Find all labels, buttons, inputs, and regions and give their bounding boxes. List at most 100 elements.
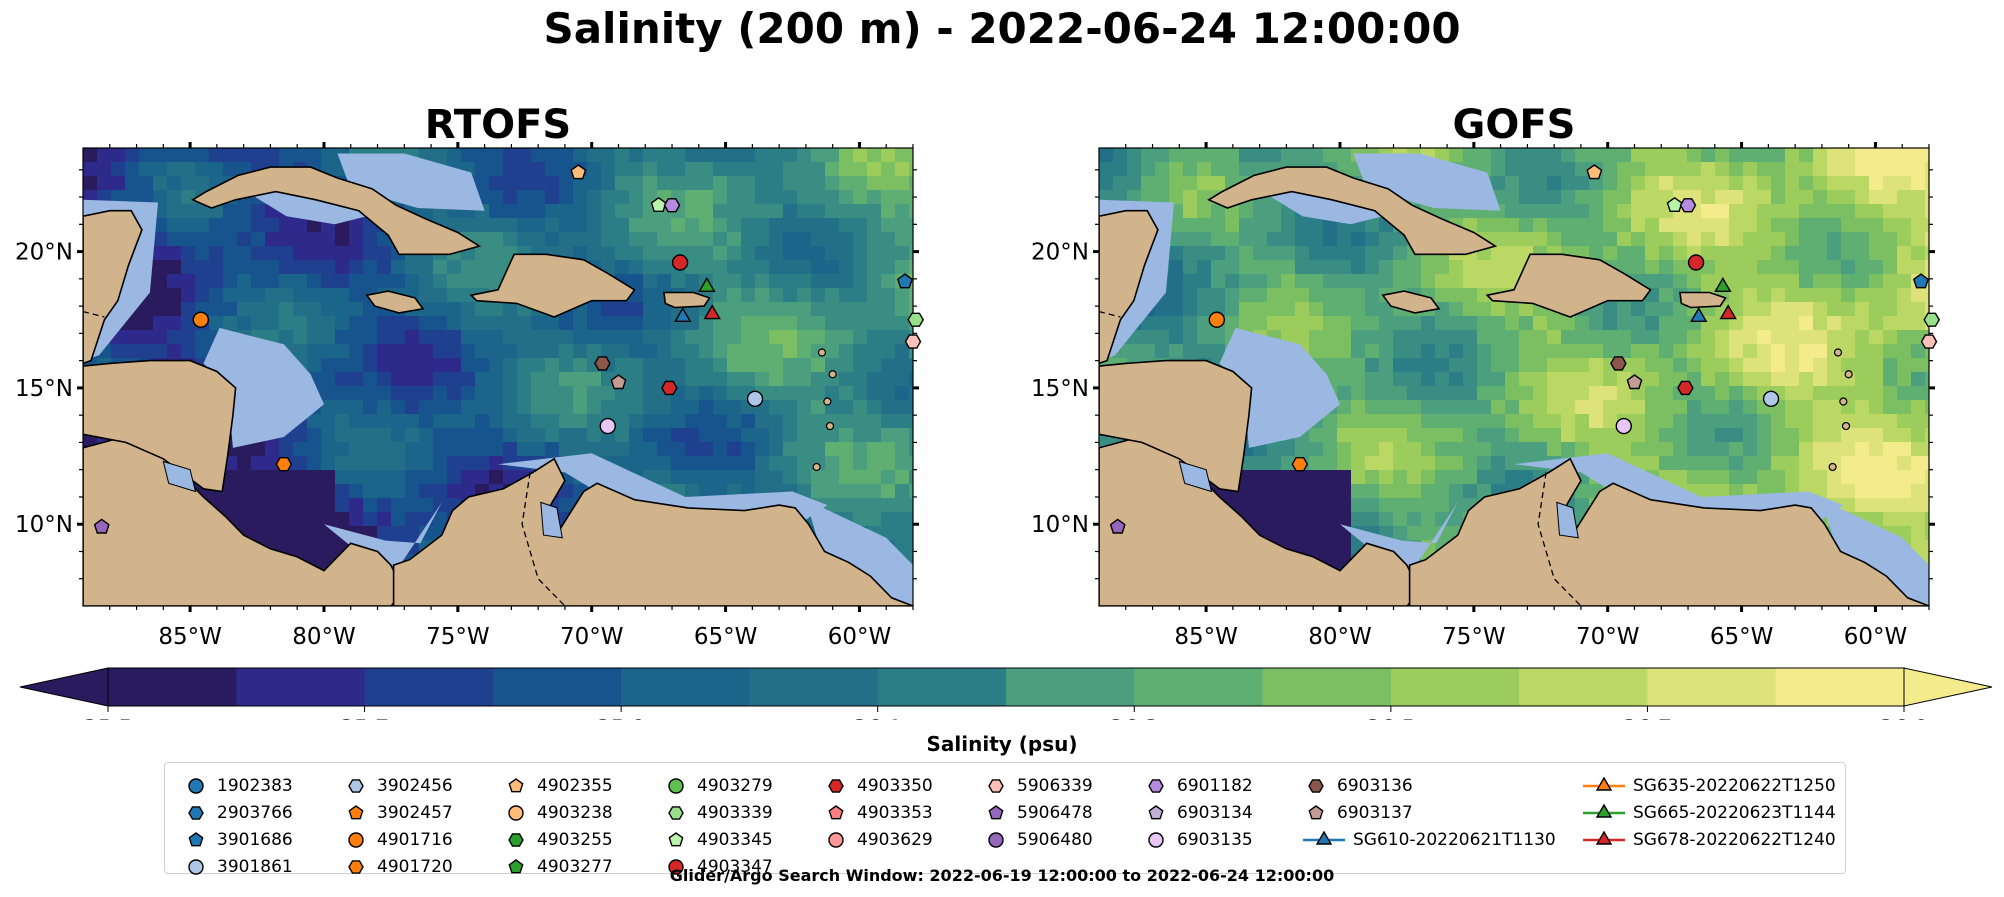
legend-label: 2903766 — [217, 803, 293, 823]
colorbar-bin — [1647, 668, 1777, 706]
legend-entry: SG665-20220623T1144 — [1583, 800, 1836, 826]
lon-tick-label: 75°W — [426, 624, 490, 650]
legend-entry: 4903238 — [503, 800, 613, 826]
marker-6903135 — [599, 417, 616, 435]
legend-marker — [188, 806, 204, 820]
legend-label: 3902457 — [377, 803, 453, 823]
legend-entry: 3902456 — [343, 773, 453, 799]
land-jamaica — [365, 290, 425, 314]
legend-symbol — [1308, 805, 1324, 820]
colorbar-bin — [621, 668, 750, 706]
land-yucatan — [83, 209, 143, 365]
legend-entry: 4903277 — [503, 854, 613, 880]
legend-label: 6903136 — [1337, 776, 1413, 796]
lon-tick-label: 75°W — [1442, 624, 1506, 650]
legend-entry: 5906480 — [983, 827, 1093, 853]
colorbar-bin — [1775, 668, 1905, 706]
legend-symbol — [668, 778, 684, 794]
legend-marker — [828, 779, 844, 793]
marker-4901720 — [1291, 457, 1309, 472]
legend-symbol — [1595, 830, 1613, 845]
legend-symbol — [1148, 832, 1164, 848]
marker-4901720 — [275, 457, 293, 472]
legend-label: 6903134 — [1177, 803, 1253, 823]
colorbar-tick-label: 35.7 — [340, 717, 389, 720]
legend-entry: 4903255 — [503, 827, 613, 853]
legend-symbol — [508, 805, 524, 821]
marker-6903137 — [1626, 374, 1643, 390]
lon-tick-label: 80°W — [292, 624, 356, 650]
legend-label: 4903279 — [697, 776, 773, 796]
land-honduras — [83, 359, 237, 493]
legend-label: 3901861 — [217, 857, 293, 877]
search-window-note: Glider/Argo Search Window: 2022-06-19 12… — [669, 866, 1335, 885]
colorbar-label: Salinity (psu) — [926, 732, 1078, 756]
legend-label: 4903353 — [857, 803, 933, 823]
legend-symbol — [988, 805, 1004, 820]
legend-entry: 4901716 — [343, 827, 453, 853]
colorbar-bin — [1519, 668, 1648, 706]
legend-marker — [1303, 830, 1345, 845]
legend-marker — [1583, 803, 1625, 818]
legend-symbol — [348, 779, 364, 793]
land-cuba — [1207, 166, 1498, 256]
land-jamaica — [1381, 290, 1441, 314]
legend-label: 3902456 — [377, 776, 453, 796]
legend-label: 6903135 — [1177, 830, 1253, 850]
legend-entry: 5906339 — [983, 773, 1093, 799]
marker-5906478 — [93, 518, 110, 534]
legend-entry: SG678-20220622T1240 — [1583, 827, 1836, 853]
legend-entry: 4903629 — [823, 827, 933, 853]
legend-marker — [828, 805, 844, 820]
land-southAmerica — [392, 457, 913, 606]
legend-label: 4903347 — [697, 857, 773, 877]
map-panel-gofs: 85°W 80°W 75°W 70°W 65°W 60°W 10°N 15°N 20°N — [1031, 142, 1941, 650]
legend-marker — [988, 805, 1004, 820]
land-hispaniola — [1485, 253, 1652, 318]
legend-symbol — [348, 832, 364, 848]
lat-tick-label: 15°N — [15, 376, 73, 402]
legend-entry: 6903136 — [1303, 773, 1413, 799]
legend-symbol — [188, 859, 204, 875]
legend-label: 4901716 — [377, 830, 453, 850]
legend-marker — [668, 832, 684, 847]
colorbar-tick-label: 36.3 — [1110, 717, 1159, 720]
legend-marker — [188, 832, 204, 847]
panel-title-gofs: GOFS — [1452, 102, 1576, 148]
lon-tick-label: 70°W — [1576, 624, 1640, 650]
marker-4903345 — [650, 196, 667, 213]
legend-marker — [668, 778, 684, 794]
legend-marker — [508, 833, 524, 847]
marker-6903137 — [610, 374, 627, 390]
legend-symbol — [508, 778, 524, 793]
legend-marker — [508, 859, 524, 874]
marker-6903136 — [1610, 356, 1627, 371]
legend-entry: 4903345 — [663, 827, 773, 853]
marker-4903339 — [1923, 312, 1941, 327]
lon-tick-label: 85°W — [1174, 624, 1238, 650]
lon-tick-label: 65°W — [1710, 624, 1774, 650]
lat-tick-label: 15°N — [1031, 376, 1089, 402]
lat-tick-label: 10°N — [15, 512, 73, 538]
legend-symbol — [828, 832, 844, 848]
marker-4903350 — [1677, 380, 1694, 396]
colorbar-bin — [1390, 668, 1520, 706]
legend-entry: 4903347 — [663, 854, 773, 880]
map-frame — [1098, 147, 1930, 607]
legend-entry: 6903137 — [1303, 800, 1413, 826]
lon-tick-label: 60°W — [828, 624, 892, 650]
legend-symbol — [668, 806, 684, 820]
legend-symbol — [1595, 803, 1613, 818]
marker-6901182 — [1679, 198, 1697, 213]
legend-label: 5906478 — [1017, 803, 1093, 823]
legend-marker — [1583, 776, 1625, 791]
marker-4902355 — [570, 164, 587, 180]
land-honduras — [1099, 359, 1253, 493]
legend-marker — [1148, 805, 1164, 820]
legend-symbol — [988, 779, 1004, 793]
legend-entry: 2903766 — [183, 800, 293, 826]
land-southAmerica — [1408, 457, 1929, 606]
marker-4902355 — [1586, 164, 1603, 180]
marker-3901861 — [746, 390, 764, 408]
marker-5906478 — [1109, 518, 1126, 534]
